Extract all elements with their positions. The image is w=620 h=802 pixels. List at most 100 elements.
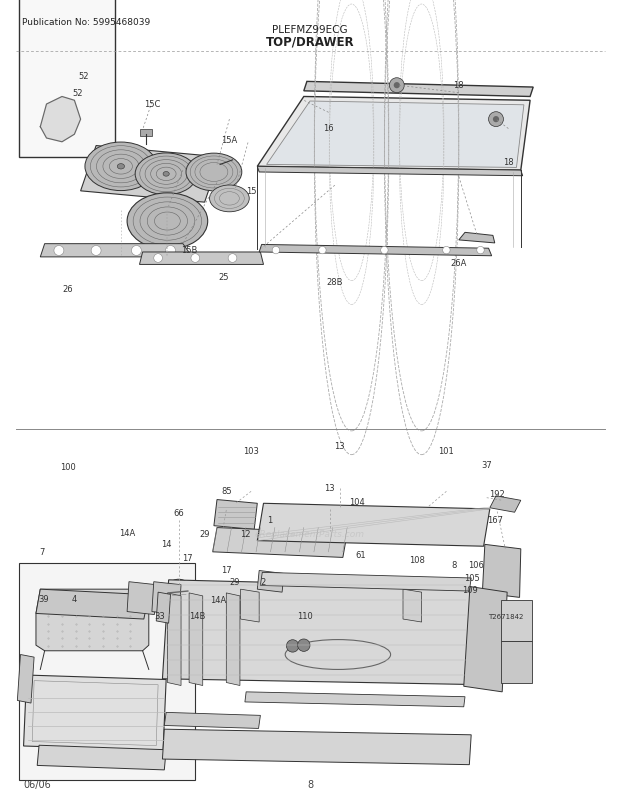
Text: 103: 103 <box>243 446 259 456</box>
Text: 101: 101 <box>438 446 454 456</box>
Polygon shape <box>214 500 257 530</box>
Circle shape <box>389 79 404 94</box>
Ellipse shape <box>117 164 125 170</box>
Ellipse shape <box>163 172 169 177</box>
Text: 192: 192 <box>489 489 505 499</box>
Ellipse shape <box>186 154 242 192</box>
Polygon shape <box>501 601 532 642</box>
Text: 13: 13 <box>324 483 335 492</box>
Text: 2: 2 <box>261 577 266 587</box>
Polygon shape <box>403 589 422 622</box>
Polygon shape <box>156 593 171 623</box>
Text: 15B: 15B <box>181 245 197 255</box>
Polygon shape <box>189 593 203 686</box>
Polygon shape <box>304 83 533 97</box>
Text: 104: 104 <box>348 497 365 507</box>
Polygon shape <box>152 582 181 615</box>
Bar <box>140 129 152 137</box>
Polygon shape <box>464 587 507 692</box>
Text: 110: 110 <box>297 611 313 621</box>
Polygon shape <box>127 582 156 615</box>
Text: 37: 37 <box>481 460 492 470</box>
Text: 16: 16 <box>323 124 334 133</box>
Text: Publication No: 5995468039: Publication No: 5995468039 <box>22 18 150 27</box>
Polygon shape <box>257 504 490 546</box>
Ellipse shape <box>127 193 208 250</box>
Bar <box>19 563 195 780</box>
Text: 66: 66 <box>173 508 184 518</box>
Text: 17: 17 <box>221 565 232 574</box>
Polygon shape <box>459 233 495 244</box>
Polygon shape <box>162 729 471 765</box>
Text: 39: 39 <box>38 593 49 603</box>
Text: 7: 7 <box>40 547 45 557</box>
Polygon shape <box>257 571 284 593</box>
Circle shape <box>298 639 310 651</box>
Circle shape <box>493 117 499 123</box>
Text: 17: 17 <box>182 553 193 563</box>
Polygon shape <box>241 589 259 622</box>
Text: 15A: 15A <box>221 136 237 145</box>
Polygon shape <box>257 167 523 176</box>
Polygon shape <box>267 102 524 168</box>
Polygon shape <box>40 245 192 257</box>
Polygon shape <box>259 245 492 257</box>
Circle shape <box>165 580 192 607</box>
Polygon shape <box>36 589 149 619</box>
Polygon shape <box>24 675 166 751</box>
Ellipse shape <box>135 154 197 196</box>
Polygon shape <box>501 641 532 683</box>
Text: 52: 52 <box>73 89 82 98</box>
Text: 61: 61 <box>355 550 366 560</box>
Circle shape <box>166 246 175 256</box>
Polygon shape <box>81 146 220 203</box>
Polygon shape <box>257 97 530 171</box>
Polygon shape <box>226 593 240 686</box>
Text: 18: 18 <box>503 157 514 167</box>
Polygon shape <box>140 253 264 265</box>
Text: 33: 33 <box>154 611 166 621</box>
Text: 105: 105 <box>464 573 480 582</box>
Text: 26: 26 <box>63 284 74 294</box>
Ellipse shape <box>210 186 249 213</box>
Text: 15: 15 <box>246 186 256 196</box>
Text: 14A: 14A <box>210 595 226 605</box>
Text: 14: 14 <box>161 539 171 549</box>
Polygon shape <box>490 496 521 512</box>
Circle shape <box>91 246 101 256</box>
Text: 26A: 26A <box>451 258 467 268</box>
Circle shape <box>443 247 450 254</box>
Text: 25: 25 <box>218 272 228 282</box>
Circle shape <box>54 246 64 256</box>
Text: 14B: 14B <box>189 611 205 621</box>
Text: 4: 4 <box>72 593 77 603</box>
Polygon shape <box>36 589 149 651</box>
Circle shape <box>154 254 162 263</box>
Text: 52: 52 <box>79 71 89 81</box>
Ellipse shape <box>85 143 157 192</box>
Polygon shape <box>213 528 347 557</box>
Text: 167: 167 <box>487 515 503 525</box>
Text: 13: 13 <box>334 441 345 451</box>
Circle shape <box>228 254 237 263</box>
Text: 28B: 28B <box>327 277 343 287</box>
Polygon shape <box>37 745 166 770</box>
Text: 106: 106 <box>468 560 484 569</box>
Text: 8: 8 <box>451 560 456 569</box>
Polygon shape <box>245 692 465 707</box>
Text: 85: 85 <box>221 486 232 496</box>
Text: 109: 109 <box>462 585 478 594</box>
Polygon shape <box>164 712 260 728</box>
Text: T2671842: T2671842 <box>487 613 523 619</box>
Circle shape <box>286 640 299 652</box>
Text: 12: 12 <box>240 529 250 539</box>
Text: PLEFMZ99ECG: PLEFMZ99ECG <box>272 25 348 34</box>
Text: TOP/DRAWER: TOP/DRAWER <box>266 35 354 48</box>
Text: eReplacementParts.com: eReplacementParts.com <box>255 529 365 538</box>
Text: 29: 29 <box>229 577 239 587</box>
Text: 108: 108 <box>409 555 425 565</box>
Text: 100: 100 <box>60 462 76 472</box>
Bar <box>19 0 115 158</box>
Text: 29: 29 <box>200 529 210 539</box>
Polygon shape <box>40 97 81 143</box>
